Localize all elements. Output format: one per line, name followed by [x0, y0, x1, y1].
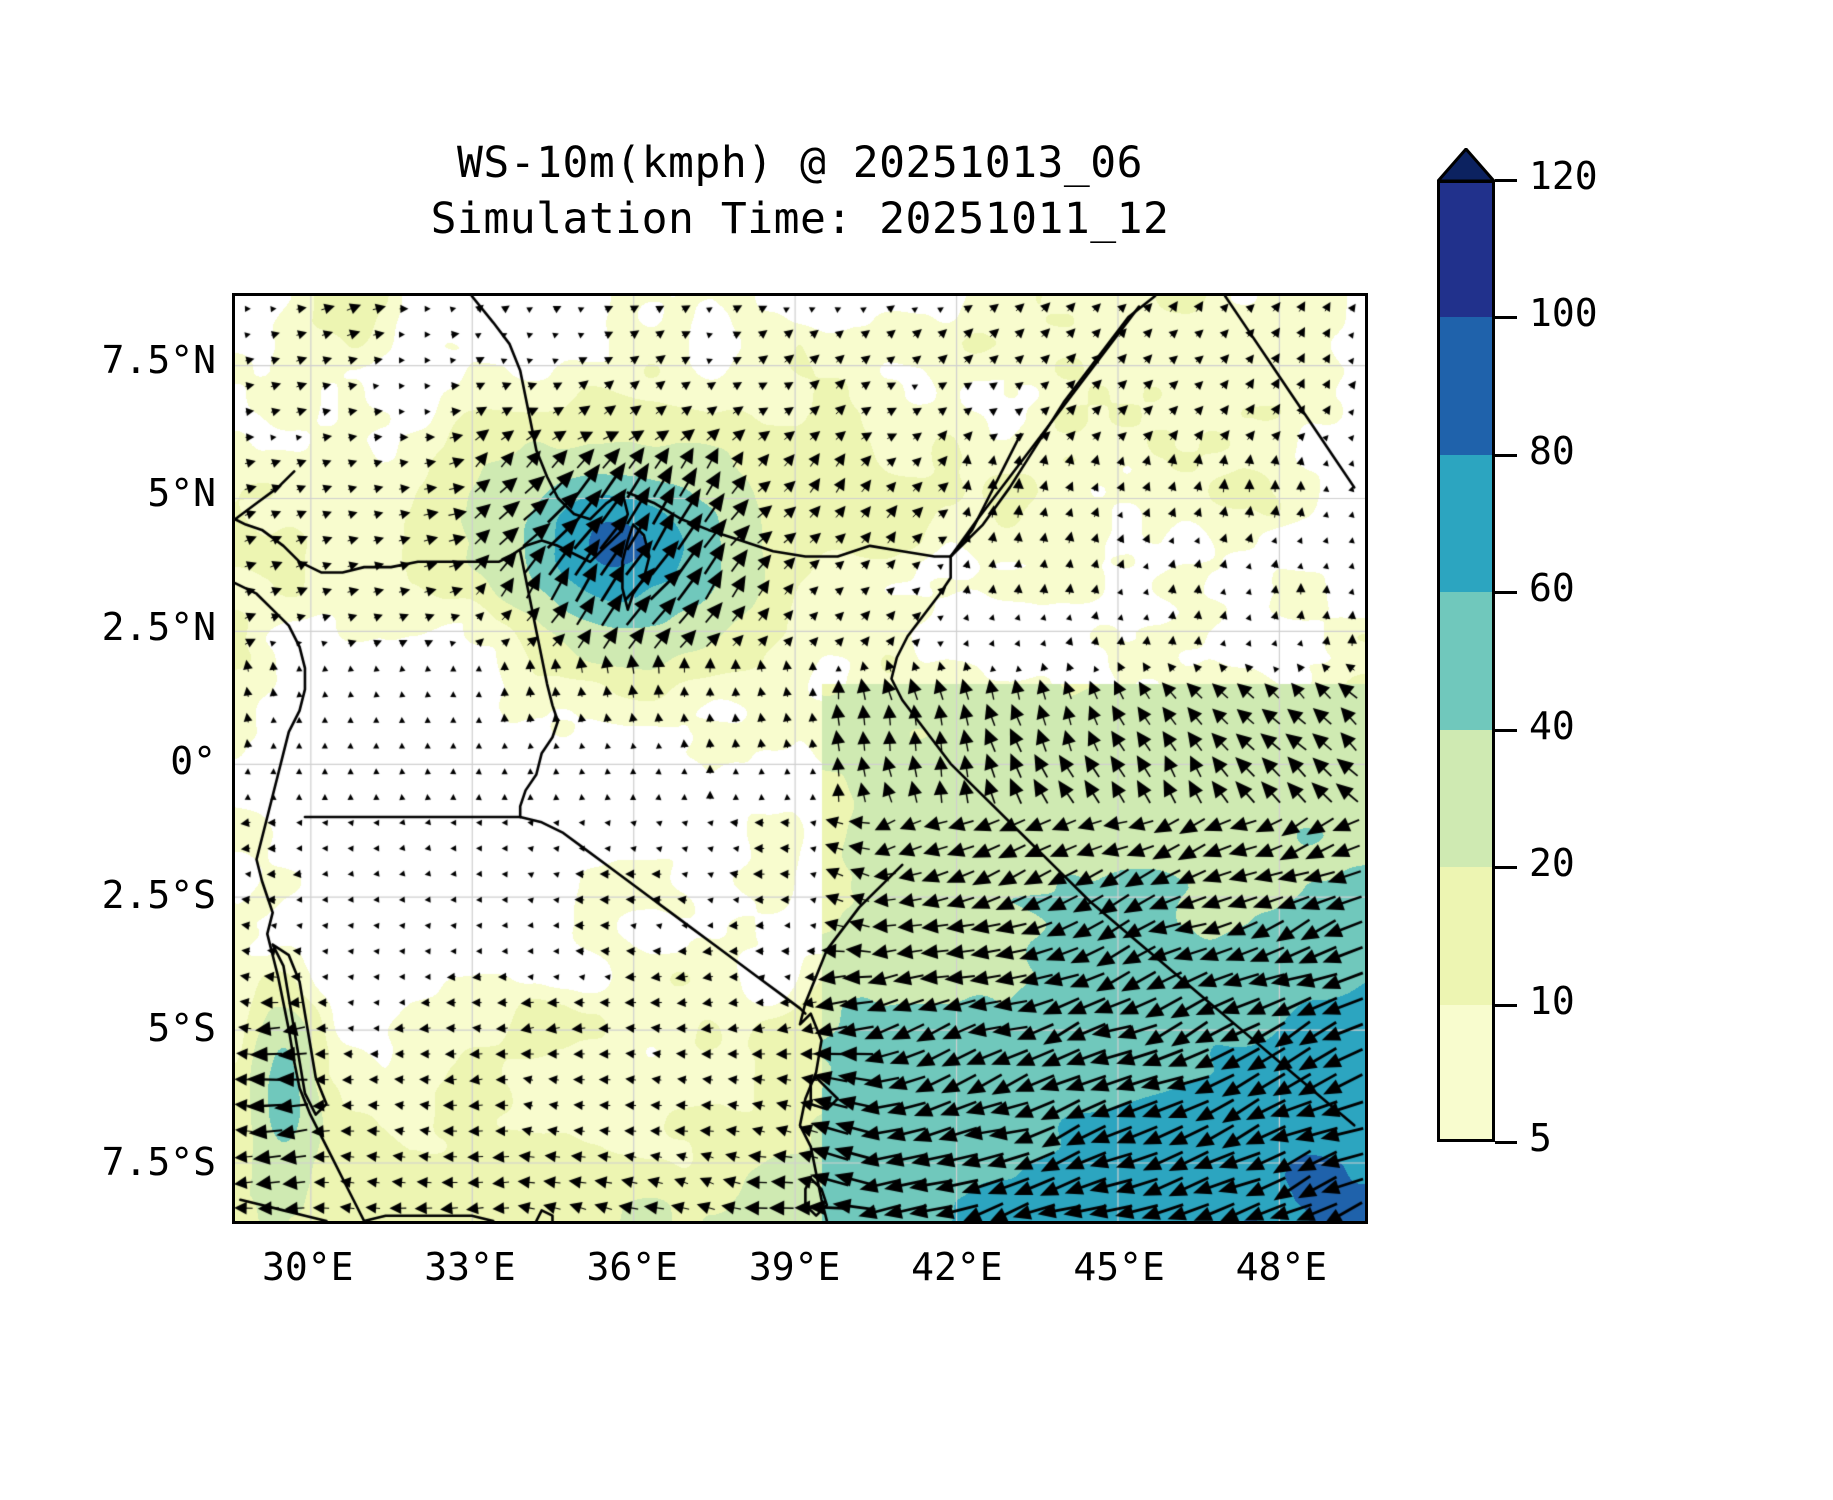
colorbar-tick-mark: [1495, 1003, 1517, 1007]
colorbar-band: [1437, 867, 1495, 1005]
chart-title-line-2: Simulation Time: 20251011_12: [430, 193, 1170, 244]
longitude-tick-label: 42°E: [911, 1245, 1003, 1289]
colorbar-tick-mark: [1495, 591, 1517, 595]
colorbar-band: [1437, 729, 1495, 868]
colorbar-tick-mark: [1495, 1141, 1517, 1144]
colorbar-tick-label: 120: [1529, 154, 1598, 198]
colorbar-band: [1437, 454, 1495, 593]
colorbar-tick-label: 40: [1529, 703, 1575, 748]
colorbar-band: [1437, 317, 1495, 455]
colorbar-tick-label: 80: [1529, 428, 1575, 473]
longitude-tick-label: 36°E: [586, 1245, 679, 1289]
latitude-tick-label: 2.5°S: [101, 872, 216, 917]
map-axes[interactable]: [232, 293, 1368, 1224]
latitude-tick-label: 0°: [170, 738, 216, 783]
chart-title: WS-10m(kmph) @ 20251013_06 Simulation Ti…: [232, 136, 1368, 248]
colorbar-tick-mark: [1495, 866, 1517, 870]
latitude-tick-label: 5°S: [147, 1006, 216, 1051]
colorbar-tick-mark: [1495, 316, 1517, 320]
colorbar-tick-label: 100: [1529, 291, 1598, 336]
latitude-tick-label: 2.5°N: [101, 605, 216, 650]
latitude-tick-label: 7.5°S: [101, 1140, 216, 1185]
longitude-tick-label: 45°E: [1073, 1245, 1165, 1289]
colorbar-band: [1437, 592, 1495, 730]
colorbar-tick-label: 60: [1529, 566, 1575, 611]
longitude-tick-label: 33°E: [424, 1245, 516, 1289]
colorbar[interactable]: [1437, 180, 1495, 1142]
longitude-tick-label: 48°E: [1235, 1245, 1328, 1289]
colorbar-tick-mark: [1495, 728, 1517, 732]
colorbar-band: [1437, 1004, 1495, 1142]
colorbar-extend-arrow: [1437, 148, 1495, 182]
colorbar-tick-label: 10: [1529, 978, 1575, 1023]
longitude-tick-label: 39°E: [748, 1245, 841, 1289]
wind-speed-map: [235, 296, 1365, 1221]
colorbar-tick-label: 20: [1529, 841, 1575, 886]
latitude-tick-label: 5°N: [147, 471, 216, 516]
colorbar-band: [1437, 180, 1495, 318]
chart-title-line-1: WS-10m(kmph) @ 20251013_06: [456, 138, 1144, 188]
colorbar-tick-label: 5: [1529, 1116, 1552, 1160]
latitude-tick-label: 7.5°N: [101, 337, 216, 382]
colorbar-tick-mark: [1495, 179, 1517, 182]
colorbar-tick-mark: [1495, 453, 1517, 457]
longitude-tick-label: 30°E: [261, 1245, 354, 1289]
